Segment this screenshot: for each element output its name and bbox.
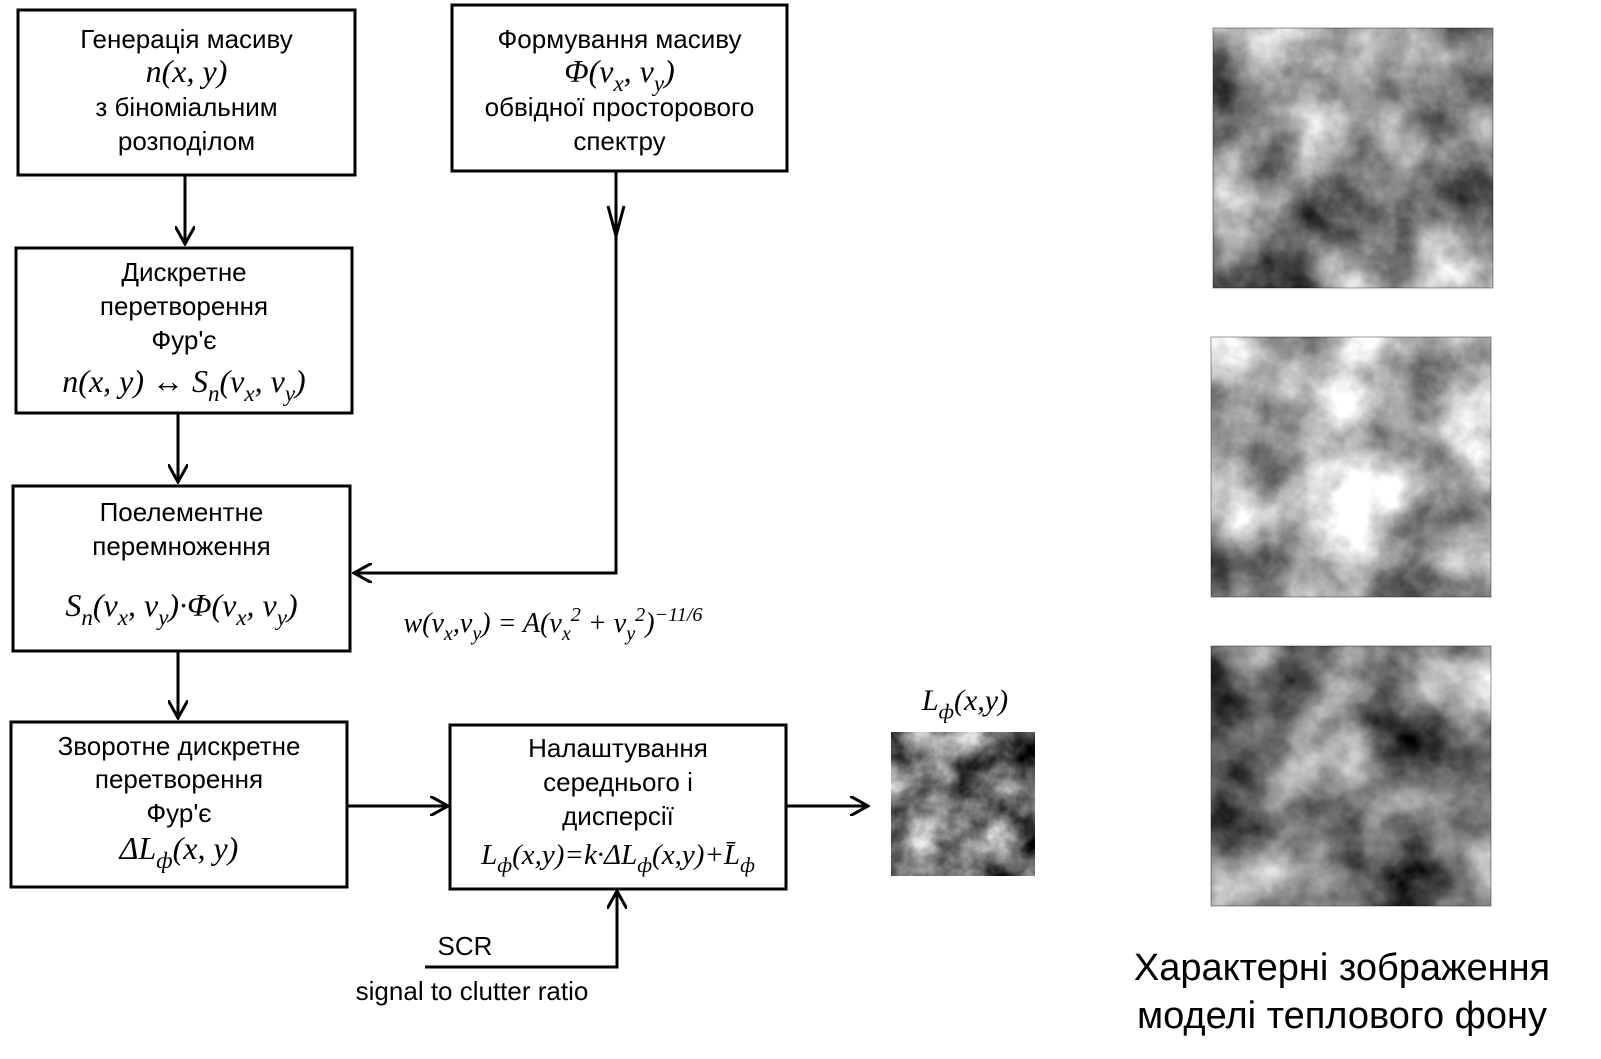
formula-part: + v — [581, 608, 627, 639]
scr-description: signal to clutter ratio — [356, 976, 589, 1006]
box-text: дисперсії — [562, 801, 674, 831]
box-text: Генерація масиву — [80, 24, 293, 54]
formula-part: (v — [93, 587, 119, 623]
formula-part: ) — [285, 587, 298, 623]
box-text: Зворотне дискретне — [58, 731, 301, 761]
box-text: перетворення — [95, 764, 263, 794]
formula-part: , v — [247, 587, 278, 623]
formula-part: (x, y) — [173, 830, 239, 866]
formula-part: Φ(v — [564, 53, 614, 89]
box-text: Фур'є — [151, 325, 216, 355]
formula-sub: ф — [740, 853, 755, 877]
background-image — [1211, 337, 1491, 597]
formula: n(x, y) — [146, 53, 228, 89]
diagram: SCR signal to clutter ratio Характерні з… — [0, 0, 1601, 1059]
formula-sub: ф — [497, 853, 512, 877]
arrow — [354, 171, 616, 573]
formula-part: w(v — [403, 608, 444, 639]
formula-part: n(x, y) — [146, 53, 228, 89]
formula-part: , v — [624, 53, 655, 89]
background-image — [1213, 28, 1493, 288]
formula-part: (x,y) — [954, 684, 1008, 717]
formula-part: (x,y)=k·ΔL — [512, 839, 637, 871]
formula-sup: −11/6 — [655, 604, 703, 626]
box-text: обвідної просторового — [485, 92, 755, 122]
box-text: Налаштування — [528, 733, 708, 763]
box-text: з біноміальним — [95, 92, 277, 122]
box-text: середнього і — [543, 767, 693, 797]
formula-sub: y — [275, 604, 288, 630]
formula-sub: n — [81, 604, 93, 630]
box-text: Поелементне — [100, 497, 264, 527]
box-text: Дискретне — [121, 257, 246, 287]
formula-part: )·Φ(v — [166, 587, 237, 623]
formula-sub: ф — [156, 847, 172, 873]
formula-sub: y — [283, 380, 296, 406]
formula-part: ,v — [453, 608, 473, 639]
caption: Характерні зображення — [1134, 947, 1550, 989]
formula-part: (x,y)+L̄ — [652, 839, 740, 871]
box-text: перемноження — [92, 531, 271, 561]
box-text: Формування масиву — [498, 24, 742, 54]
formula-part: S — [65, 587, 81, 623]
formula-sub: n — [208, 380, 220, 406]
formula-part: ) — [662, 53, 675, 89]
formula-part: , v — [128, 587, 159, 623]
formula-sub: x — [243, 380, 255, 406]
formula-part: , v — [255, 363, 286, 399]
formula-part: ΔL — [118, 830, 157, 866]
box-text: спектру — [573, 126, 665, 156]
images — [891, 28, 1493, 906]
scr-label: SCR — [438, 931, 493, 961]
box-text: розподілом — [118, 126, 255, 156]
box-text: Фур'є — [146, 798, 211, 828]
sample-image — [891, 732, 1035, 876]
formula-part: L — [480, 839, 497, 871]
formula-sub: y — [470, 623, 481, 645]
formula: Lф(x,y) — [921, 684, 1008, 723]
formula-sub: x — [561, 623, 571, 645]
formula-sub: x — [443, 623, 453, 645]
formula-part: n(x, y) ↔ S — [62, 363, 208, 399]
formula-sub: x — [117, 604, 129, 630]
formula-sub: y — [156, 604, 169, 630]
background-image — [1211, 646, 1491, 906]
formula: w(vx,vy) = A(vx2 + vy2)−11/6 — [403, 604, 702, 645]
box-text: перетворення — [100, 291, 268, 321]
formula-part: ) = A(v — [479, 608, 562, 639]
formula-part: L — [921, 684, 939, 717]
formula-sub: ф — [637, 853, 652, 877]
formula-part: ) — [293, 363, 306, 399]
formula-sup: 2 — [635, 604, 645, 626]
formula-part: (v — [220, 363, 246, 399]
formula-sub: y — [624, 623, 635, 645]
caption: моделі теплового фону — [1137, 995, 1547, 1037]
formula-sub: x — [235, 604, 247, 630]
formula-sup: 2 — [571, 604, 581, 626]
formula-sub: ф — [939, 699, 954, 723]
formula-part: ) — [643, 608, 654, 639]
